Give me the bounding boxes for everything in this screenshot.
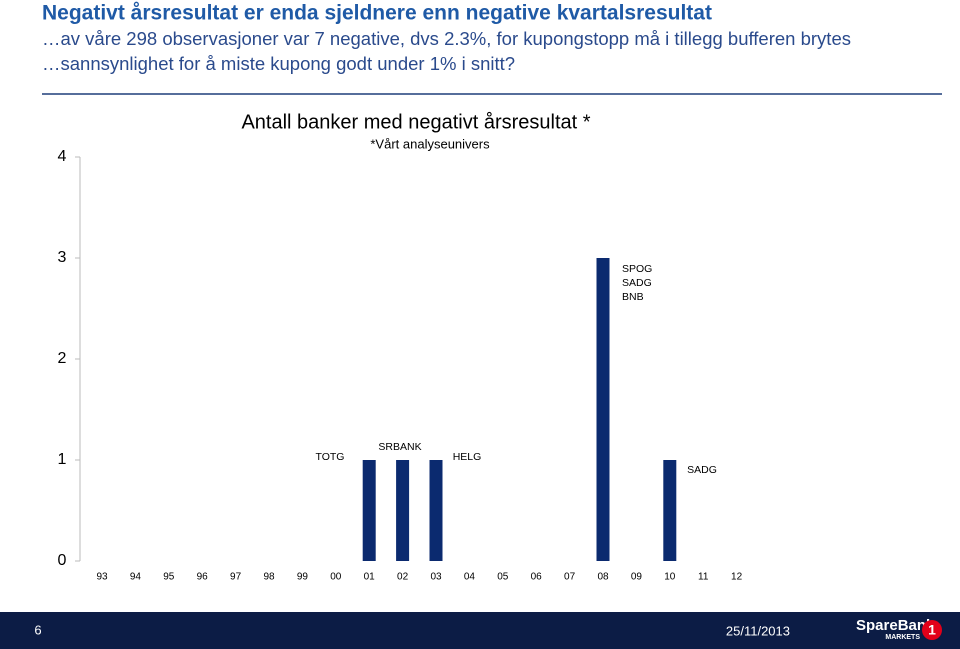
x-tick-label: 03: [430, 572, 442, 583]
slide-title: Negativt årsresultat er enda sjeldnere e…: [42, 2, 712, 25]
x-tick-label: 10: [664, 572, 676, 583]
subtitle-line: …av våre 298 observasjoner var 7 negativ…: [42, 28, 851, 49]
x-tick-label: 08: [597, 572, 609, 583]
bar: [396, 460, 410, 561]
x-tick-label: 04: [464, 572, 476, 583]
x-tick-label: 05: [497, 572, 509, 583]
x-tick-label: 96: [197, 572, 209, 583]
logo-number: 1: [928, 622, 936, 638]
x-tick-label: 07: [564, 572, 576, 583]
logo-circle: [922, 620, 942, 640]
bar: [362, 460, 376, 561]
footer-date: 25/11/2013: [726, 623, 790, 638]
footer-band: [0, 612, 960, 649]
annotation: SPOG: [622, 263, 652, 275]
logo-sub: MARKETS: [885, 634, 920, 641]
x-tick-label: 97: [230, 572, 242, 583]
y-tick-label: 3: [58, 249, 67, 266]
subtitle-line: …sannsynlighet for å miste kupong godt u…: [42, 53, 515, 74]
logo-name: SpareBank: [856, 617, 935, 634]
x-tick-label: 95: [163, 572, 175, 583]
page-number: 6: [34, 622, 41, 637]
chart-subtitle: *Vårt analyseunivers: [370, 136, 490, 151]
annotation: SADG: [622, 277, 652, 289]
y-tick-label: 2: [58, 350, 67, 367]
x-tick-label: 94: [130, 572, 142, 583]
y-tick-label: 0: [58, 552, 67, 569]
bar: [663, 460, 677, 561]
x-tick-label: 93: [96, 572, 108, 583]
annotation: HELG: [453, 451, 482, 463]
x-tick-label: 06: [531, 572, 543, 583]
y-tick-label: 1: [58, 451, 67, 468]
chart-title: Antall banker med negativt årsresultat *: [241, 111, 590, 133]
annotation: BNB: [622, 291, 644, 303]
x-tick-label: 12: [731, 572, 743, 583]
x-tick-label: 01: [364, 572, 376, 583]
x-tick-label: 02: [397, 572, 409, 583]
x-tick-label: 00: [330, 572, 342, 583]
bar: [429, 460, 443, 561]
annotation: SADG: [687, 464, 717, 476]
x-tick-label: 11: [698, 572, 709, 583]
x-tick-label: 98: [263, 572, 275, 583]
x-tick-label: 09: [631, 572, 643, 583]
bar: [596, 258, 610, 561]
y-tick-label: 4: [58, 148, 67, 165]
x-tick-label: 99: [297, 572, 309, 583]
annotation: SRBANK: [378, 441, 421, 453]
annotation: TOTG: [316, 451, 345, 463]
